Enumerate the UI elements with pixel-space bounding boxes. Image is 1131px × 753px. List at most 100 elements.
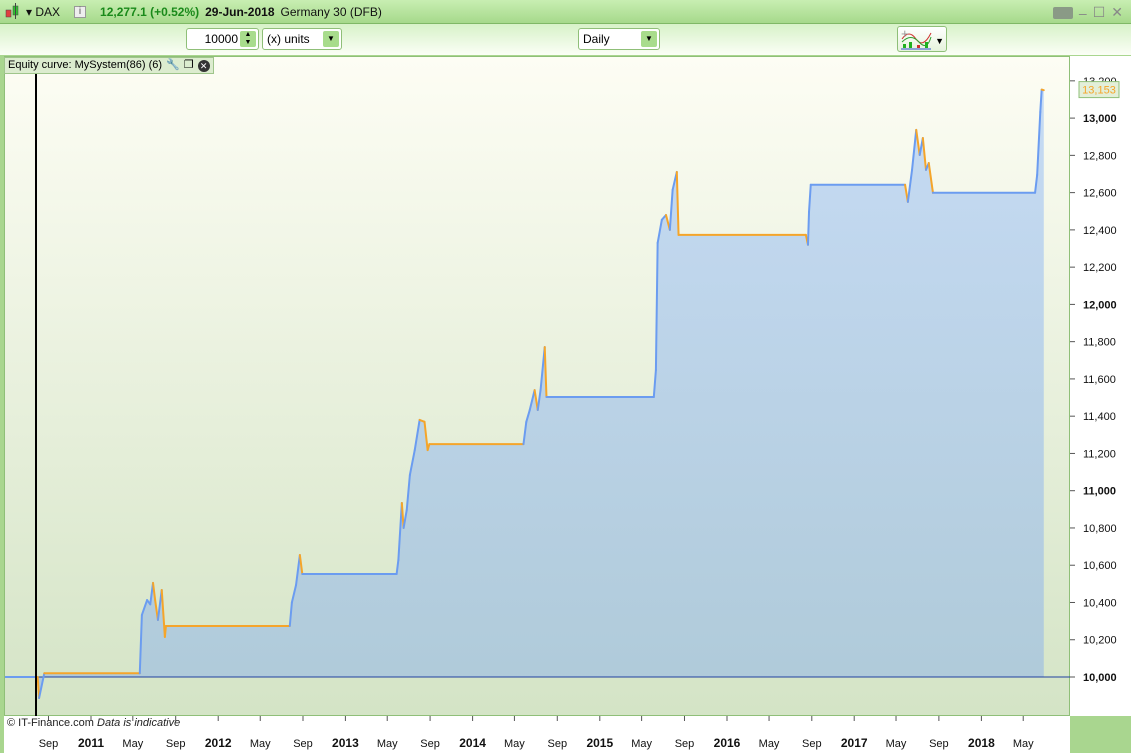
x-tick-label: May	[504, 738, 525, 750]
equity-segment	[408, 449, 416, 477]
x-tick-label: May	[377, 738, 398, 750]
last-value-label: 13,153	[1082, 85, 1116, 97]
x-tick-label: Sep	[675, 738, 695, 750]
close-icon[interactable]: ✕	[197, 59, 210, 72]
instrument-name: Germany 30 (DFB)	[280, 4, 382, 19]
x-tick-label: May	[759, 738, 780, 750]
y-tick-label: 10,200	[1083, 635, 1117, 647]
equity-segment	[1034, 173, 1039, 194]
y-tick-label: 11,000	[1083, 486, 1116, 498]
x-tick-label: 2017	[841, 736, 868, 750]
legend-label: Equity curve: MySystem(86) (6)	[8, 59, 163, 71]
equity-segment	[163, 624, 167, 638]
equity-segment	[654, 241, 659, 371]
quantity-value: 10000	[204, 32, 238, 46]
toolbar: 10000 ▲ ▼ (x) units ▼ Daily ▼ + ▼	[0, 24, 1131, 55]
info-icon[interactable]: i	[74, 5, 87, 18]
equity-segment	[295, 553, 301, 586]
timeframe-value: Daily	[583, 32, 610, 46]
x-tick-label: May	[631, 738, 652, 750]
equity-segment	[402, 509, 408, 529]
equity-segment	[138, 613, 143, 675]
units-select[interactable]: (x) units ▼	[262, 28, 342, 50]
y-tick-label: 10,400	[1083, 597, 1117, 609]
candlestick-icon[interactable]	[4, 2, 20, 21]
equity-segment	[927, 161, 934, 194]
equity-segment	[675, 170, 680, 236]
close-button[interactable]: ✕	[1111, 4, 1123, 20]
equity-segment	[160, 588, 166, 638]
window-icon[interactable]: ❐	[183, 59, 194, 71]
equity-segment	[140, 599, 149, 616]
x-tick-label: Sep	[293, 738, 313, 750]
equity-segment	[290, 583, 298, 604]
equity-segment	[522, 420, 528, 446]
equity-segment	[656, 218, 663, 244]
copyright: © IT-Finance.com	[7, 717, 94, 729]
x-tick-label: Sep	[547, 738, 567, 750]
y-tick-label: 12,400	[1083, 225, 1117, 237]
disclaimer: Data is indicative	[97, 717, 181, 729]
y-tick-label: 10,600	[1083, 560, 1117, 572]
x-tick-label: Sep	[39, 738, 59, 750]
y-tick-label: 10,000	[1083, 672, 1117, 684]
chevron-down-icon[interactable]: ▼	[935, 36, 944, 46]
equity-segment	[397, 501, 403, 562]
equity-segment	[921, 137, 927, 171]
x-axis	[4, 716, 1070, 753]
equity-segment	[405, 474, 411, 512]
equity-segment	[911, 128, 918, 171]
x-tick-label: Sep	[420, 738, 440, 750]
x-tick-label: Sep	[166, 738, 186, 750]
equity-segment	[525, 409, 531, 423]
equity-segment	[668, 188, 674, 231]
x-tick-label: May	[250, 738, 271, 750]
equity-segment	[152, 581, 157, 602]
equity-segment	[543, 346, 548, 398]
footer: © IT-Finance.com Data is indicative	[7, 717, 180, 729]
y-tick-label: 11,600	[1083, 374, 1116, 386]
x-tick-label: May	[886, 738, 907, 750]
x-tick-label: 2016	[714, 736, 741, 750]
svg-text:+: +	[901, 27, 909, 41]
x-tick-label: May	[1013, 738, 1034, 750]
y-tick-label: 13,000	[1083, 113, 1117, 125]
x-tick-label: 2018	[968, 736, 995, 750]
equity-segment	[288, 601, 293, 627]
add-indicator-button[interactable]: + ▼	[897, 26, 947, 52]
x-tick-label: 2012	[205, 736, 232, 750]
quote-date: 29-Jun-2018	[205, 4, 275, 19]
units-value: (x) units	[267, 32, 310, 46]
y-tick-label: 11,800	[1083, 337, 1116, 349]
y-tick-label: 10,800	[1083, 523, 1117, 535]
equity-segment	[806, 210, 811, 246]
y-tick-label: 11,400	[1083, 411, 1116, 423]
keyboard-icon[interactable]	[1052, 6, 1073, 19]
x-tick-label: 2014	[459, 736, 486, 750]
y-tick-label: 12,800	[1083, 150, 1117, 162]
equity-segment	[298, 553, 304, 575]
x-tick-label: 2015	[586, 736, 613, 750]
timeframe-select[interactable]: Daily ▼	[578, 28, 660, 50]
equity-segment	[652, 368, 657, 398]
x-tick-label: 2013	[332, 736, 359, 750]
minimize-button[interactable]: –	[1078, 4, 1087, 21]
x-tick-label: 2011	[78, 736, 104, 750]
equity-segment	[1039, 88, 1043, 113]
price-change: 12,277.1 (+0.52%)	[100, 4, 200, 19]
y-axis	[1070, 56, 1131, 716]
equity-segment	[1036, 110, 1042, 176]
equity-segment	[536, 389, 542, 412]
equity-segment	[395, 559, 400, 575]
last-value-box	[1078, 81, 1120, 99]
symbol-dropdown[interactable]: ▾ DAX	[26, 4, 61, 19]
equity-segment	[423, 420, 429, 452]
indicator-legend[interactable]: Equity curve: MySystem(86) (6) 🔧 ❐ ✕	[4, 57, 214, 74]
wrench-icon[interactable]: 🔧	[166, 59, 180, 71]
chevron-down-icon: ▼	[641, 31, 657, 47]
quantity-stepper[interactable]: ▲ ▼	[240, 31, 256, 47]
quantity-input[interactable]: 10000 ▲ ▼	[186, 28, 259, 50]
maximize-button[interactable]: ☐	[1092, 4, 1106, 20]
